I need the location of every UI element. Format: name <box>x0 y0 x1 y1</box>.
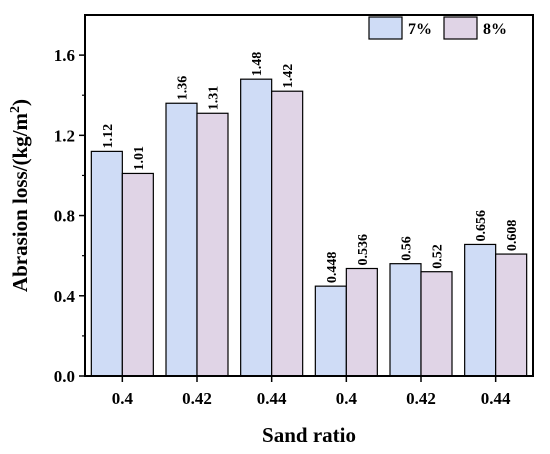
y-axis-title-end: ) <box>8 99 32 106</box>
data-label: 1.01 <box>132 146 147 171</box>
data-labels: 1.12 1.01 1.36 1.31 1.48 1.42 0.448 0.536 0.56 0.… <box>101 52 520 283</box>
data-label: 1.48 <box>250 52 265 77</box>
x-tick-label: 0.42 <box>406 389 436 408</box>
x-tick-label: 0.44 <box>257 389 287 408</box>
data-label: 0.608 <box>505 220 520 252</box>
x-axis: 0.4 0.42 0.44 0.4 0.42 0.44 <box>112 376 511 408</box>
bar <box>121 172 154 377</box>
bar <box>464 243 497 377</box>
bars-layer <box>90 78 528 377</box>
data-label: 1.31 <box>207 86 222 111</box>
bar <box>271 90 304 377</box>
bar <box>345 267 378 377</box>
data-label: 1.36 <box>176 76 191 101</box>
bar <box>495 253 528 377</box>
x-tick-label: 0.4 <box>112 389 134 408</box>
x-tick-label: 0.42 <box>182 389 212 408</box>
x-tick-label: 0.4 <box>336 389 358 408</box>
data-label: 0.448 <box>325 252 340 284</box>
data-label: 0.56 <box>400 236 415 261</box>
x-axis-title: Sand ratio <box>262 423 356 447</box>
bar <box>165 102 198 377</box>
y-tick-label: 0.0 <box>54 367 75 386</box>
plot-frame <box>84 14 534 377</box>
y-tick-label: 1.2 <box>54 126 75 145</box>
bar <box>196 112 229 377</box>
data-label: 0.52 <box>431 244 446 269</box>
x-tick-label: 0.44 <box>481 389 511 408</box>
y-tick-label: 0.8 <box>54 207 75 226</box>
y-tick-label: 1.6 <box>54 46 75 65</box>
legend-label: 8% <box>483 21 507 38</box>
y-axis-title: Abrasion loss/(kg/m2) <box>8 99 32 292</box>
bar <box>314 285 347 377</box>
legend-label: 7% <box>408 21 432 38</box>
data-label: 1.42 <box>281 64 296 89</box>
data-label: 0.536 <box>356 234 371 266</box>
bar <box>90 150 123 377</box>
y-axis: 0.0 0.4 0.8 1.2 1.6 <box>54 46 85 386</box>
data-label: 1.12 <box>101 124 116 149</box>
legend: 7% 8% <box>368 16 507 40</box>
bar <box>389 263 422 377</box>
bar <box>240 78 273 377</box>
y-axis-title-main: Abrasion loss/(kg/m <box>8 112 32 292</box>
legend-swatch <box>368 16 403 40</box>
data-label: 0.656 <box>474 210 489 241</box>
y-axis-title-superscript: 2 <box>8 106 23 113</box>
bar <box>420 271 453 377</box>
legend-swatch <box>443 16 478 40</box>
y-tick-label: 0.4 <box>54 287 76 306</box>
